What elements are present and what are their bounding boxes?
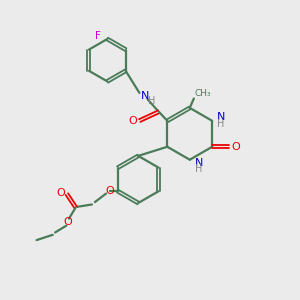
Text: N: N bbox=[140, 91, 149, 101]
Text: O: O bbox=[105, 186, 114, 196]
Text: H: H bbox=[148, 96, 156, 106]
Text: H: H bbox=[217, 119, 225, 129]
Text: O: O bbox=[231, 142, 240, 152]
Text: H: H bbox=[195, 164, 202, 174]
Text: O: O bbox=[63, 217, 72, 226]
Text: CH₃: CH₃ bbox=[194, 89, 211, 98]
Text: N: N bbox=[194, 158, 203, 168]
Text: F: F bbox=[95, 31, 101, 41]
Text: O: O bbox=[56, 188, 65, 198]
Text: O: O bbox=[129, 116, 138, 126]
Text: N: N bbox=[217, 112, 225, 122]
